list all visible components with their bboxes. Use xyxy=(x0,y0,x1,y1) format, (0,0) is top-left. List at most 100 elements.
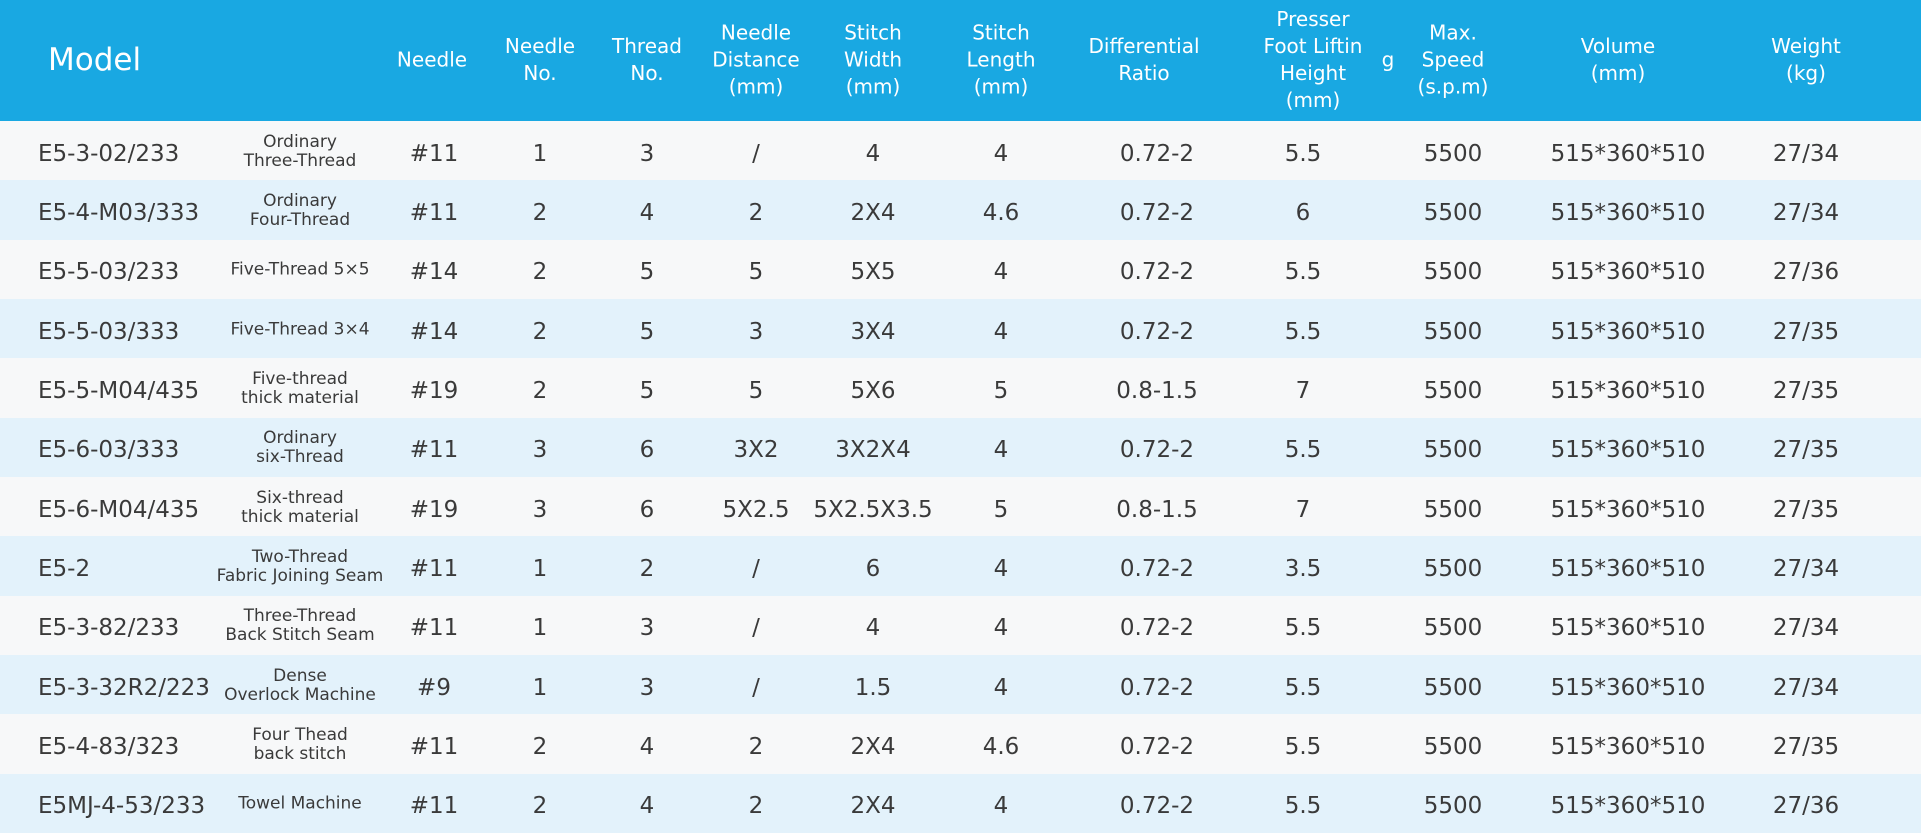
table-cell: 0.72-2 xyxy=(1119,437,1195,464)
table-cell: 7 xyxy=(1295,377,1311,404)
table-cell: 3X2 xyxy=(733,437,779,464)
model-name: E5-5-M04/435 xyxy=(38,377,200,404)
model-name: E5-4-M03/333 xyxy=(38,199,200,226)
table-row: E5-5-03/333 Five-Thread 3×4 #14 2 5 3 3X4 4 0.72… xyxy=(0,299,1921,359)
text-line: Length xyxy=(966,47,1036,72)
table-cell: 27/36 xyxy=(1772,793,1840,820)
text-line: Dense xyxy=(273,665,327,686)
table-cell: 27/34 xyxy=(1772,615,1840,642)
model-description: Ordinary Three-Thread xyxy=(244,132,357,171)
text-line: Foot Liftin xyxy=(1263,34,1363,58)
text-line: g xyxy=(1381,47,1395,72)
table-cell: 0.72-2 xyxy=(1119,199,1195,226)
text-line: Four-Thread xyxy=(249,209,351,230)
table-cell: 5.5 xyxy=(1284,437,1322,464)
text-line: Six-thread xyxy=(256,487,344,508)
table-cell: #11 xyxy=(409,733,459,760)
table-cell: 5500 xyxy=(1423,318,1483,345)
header-cell: g xyxy=(1382,47,1395,74)
table-cell: 1 xyxy=(532,555,548,582)
text-line: Weight xyxy=(1771,34,1841,58)
table-cell: 27/35 xyxy=(1772,437,1840,464)
text-line: Thread xyxy=(612,34,682,58)
table-cell: 5500 xyxy=(1423,674,1483,701)
table-cell: 0.72-2 xyxy=(1119,733,1195,760)
table-cell: 515*360*510 xyxy=(1550,733,1706,760)
text-line: (kg) xyxy=(1786,61,1826,85)
table-cell: 4.6 xyxy=(982,733,1020,760)
table-cell: 2X4 xyxy=(850,733,896,760)
table-cell: 5.5 xyxy=(1284,140,1322,167)
header-cell: Weight (kg) xyxy=(1771,33,1841,87)
table-cell: 5 xyxy=(639,259,655,286)
model-description: Five-Thread 5×5 xyxy=(230,260,369,280)
text-line: Max. xyxy=(1429,20,1477,45)
table-cell: 4 xyxy=(993,615,1009,642)
model-description: Dense Overlock Machine xyxy=(224,665,376,705)
table-cell: 0.8-1.5 xyxy=(1116,377,1198,404)
table-cell: 4 xyxy=(993,437,1009,464)
text-line: Differential xyxy=(1088,34,1200,58)
text-line: Needle xyxy=(504,34,576,58)
model-description: Four Thead back stitch xyxy=(252,725,348,764)
table-cell: 5.5 xyxy=(1284,793,1322,820)
table-cell: 6 xyxy=(639,437,655,464)
header-cell: Needle No. xyxy=(505,33,575,87)
header-cell: Stitch Length (mm) xyxy=(967,20,1036,101)
table-cell: 1.5 xyxy=(854,674,892,701)
table-cell: #19 xyxy=(409,496,459,523)
text-line: Model xyxy=(48,42,142,78)
table-cell: 1 xyxy=(532,140,548,167)
table-cell: 5X6 xyxy=(850,377,896,404)
table-cell: 5500 xyxy=(1423,733,1483,760)
table-cell: 0.72-2 xyxy=(1119,615,1195,642)
table-cell: 0.8-1.5 xyxy=(1116,496,1198,523)
table-row: E5-6-M04/435 Six-thread thick material #19 3… xyxy=(0,477,1921,537)
table-cell: 5500 xyxy=(1423,615,1483,642)
model-description: Five-Thread 3×4 xyxy=(230,320,369,339)
table-cell: 5 xyxy=(748,377,764,404)
table-cell: 27/35 xyxy=(1772,377,1840,404)
table-cell: 0.72-2 xyxy=(1119,259,1195,286)
text-line: Needle xyxy=(396,47,468,72)
table-cell: 27/34 xyxy=(1772,555,1840,582)
table-cell: #19 xyxy=(409,377,459,404)
table-cell: 2X4 xyxy=(850,793,896,820)
table-cell: 5.5 xyxy=(1284,674,1322,701)
table-cell: 2 xyxy=(639,555,655,582)
table-cell: 4.6 xyxy=(982,199,1020,226)
table-cell: 5X2.5 xyxy=(722,496,790,523)
text-line: (mm) xyxy=(973,74,1029,99)
table-cell: 515*360*510 xyxy=(1550,793,1706,820)
model-name: E5-3-82/233 xyxy=(38,615,180,642)
table-cell: #14 xyxy=(409,318,459,345)
model-description: Three-Thread Back Stitch Seam xyxy=(225,607,374,645)
table-row: E5-3-02/233 Ordinary Three-Thread #11 1 3 / 4 4 0… xyxy=(0,121,1921,181)
table-cell: #11 xyxy=(409,793,459,820)
table-cell: 2 xyxy=(532,733,548,760)
header-cell: Needle Distance (mm) xyxy=(712,20,799,101)
text-line: thick material xyxy=(241,506,359,527)
table-cell: 2 xyxy=(748,793,764,820)
table-cell: 5500 xyxy=(1423,140,1483,167)
table-cell: #14 xyxy=(409,259,459,286)
table-cell: 5500 xyxy=(1423,199,1483,226)
header-cell: Volume (mm) xyxy=(1581,33,1655,87)
table-cell: 0.72-2 xyxy=(1119,140,1195,167)
model-name: E5-3-02/233 xyxy=(38,140,180,167)
table-cell: #9 xyxy=(417,674,451,701)
table-row: E5-4-M03/333 Ordinary Four-Thread #11 2 4 2 2X4… xyxy=(0,180,1921,240)
text-line: Ordinary xyxy=(263,428,337,449)
text-line: Five-Thread 3×4 xyxy=(230,319,370,340)
header-title: Model xyxy=(48,42,141,78)
table-cell: 3X4 xyxy=(850,318,896,345)
model-description: Ordinary six-Thread xyxy=(256,429,344,467)
table-cell: 3 xyxy=(639,140,655,167)
text-line: six-Thread xyxy=(256,447,344,468)
text-line: Two-Thread xyxy=(251,546,349,567)
model-name: E5-5-03/333 xyxy=(38,318,180,345)
table-cell: 5500 xyxy=(1423,555,1483,582)
text-line: No. xyxy=(523,61,557,85)
table-cell: 515*360*510 xyxy=(1550,377,1706,404)
text-line: (mm) xyxy=(1590,61,1646,85)
